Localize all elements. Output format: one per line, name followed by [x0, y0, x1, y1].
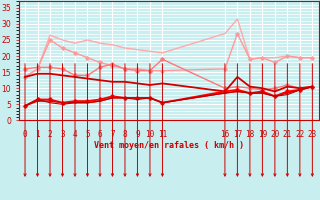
X-axis label: Vent moyen/en rafales ( km/h ): Vent moyen/en rafales ( km/h ) — [94, 141, 244, 150]
